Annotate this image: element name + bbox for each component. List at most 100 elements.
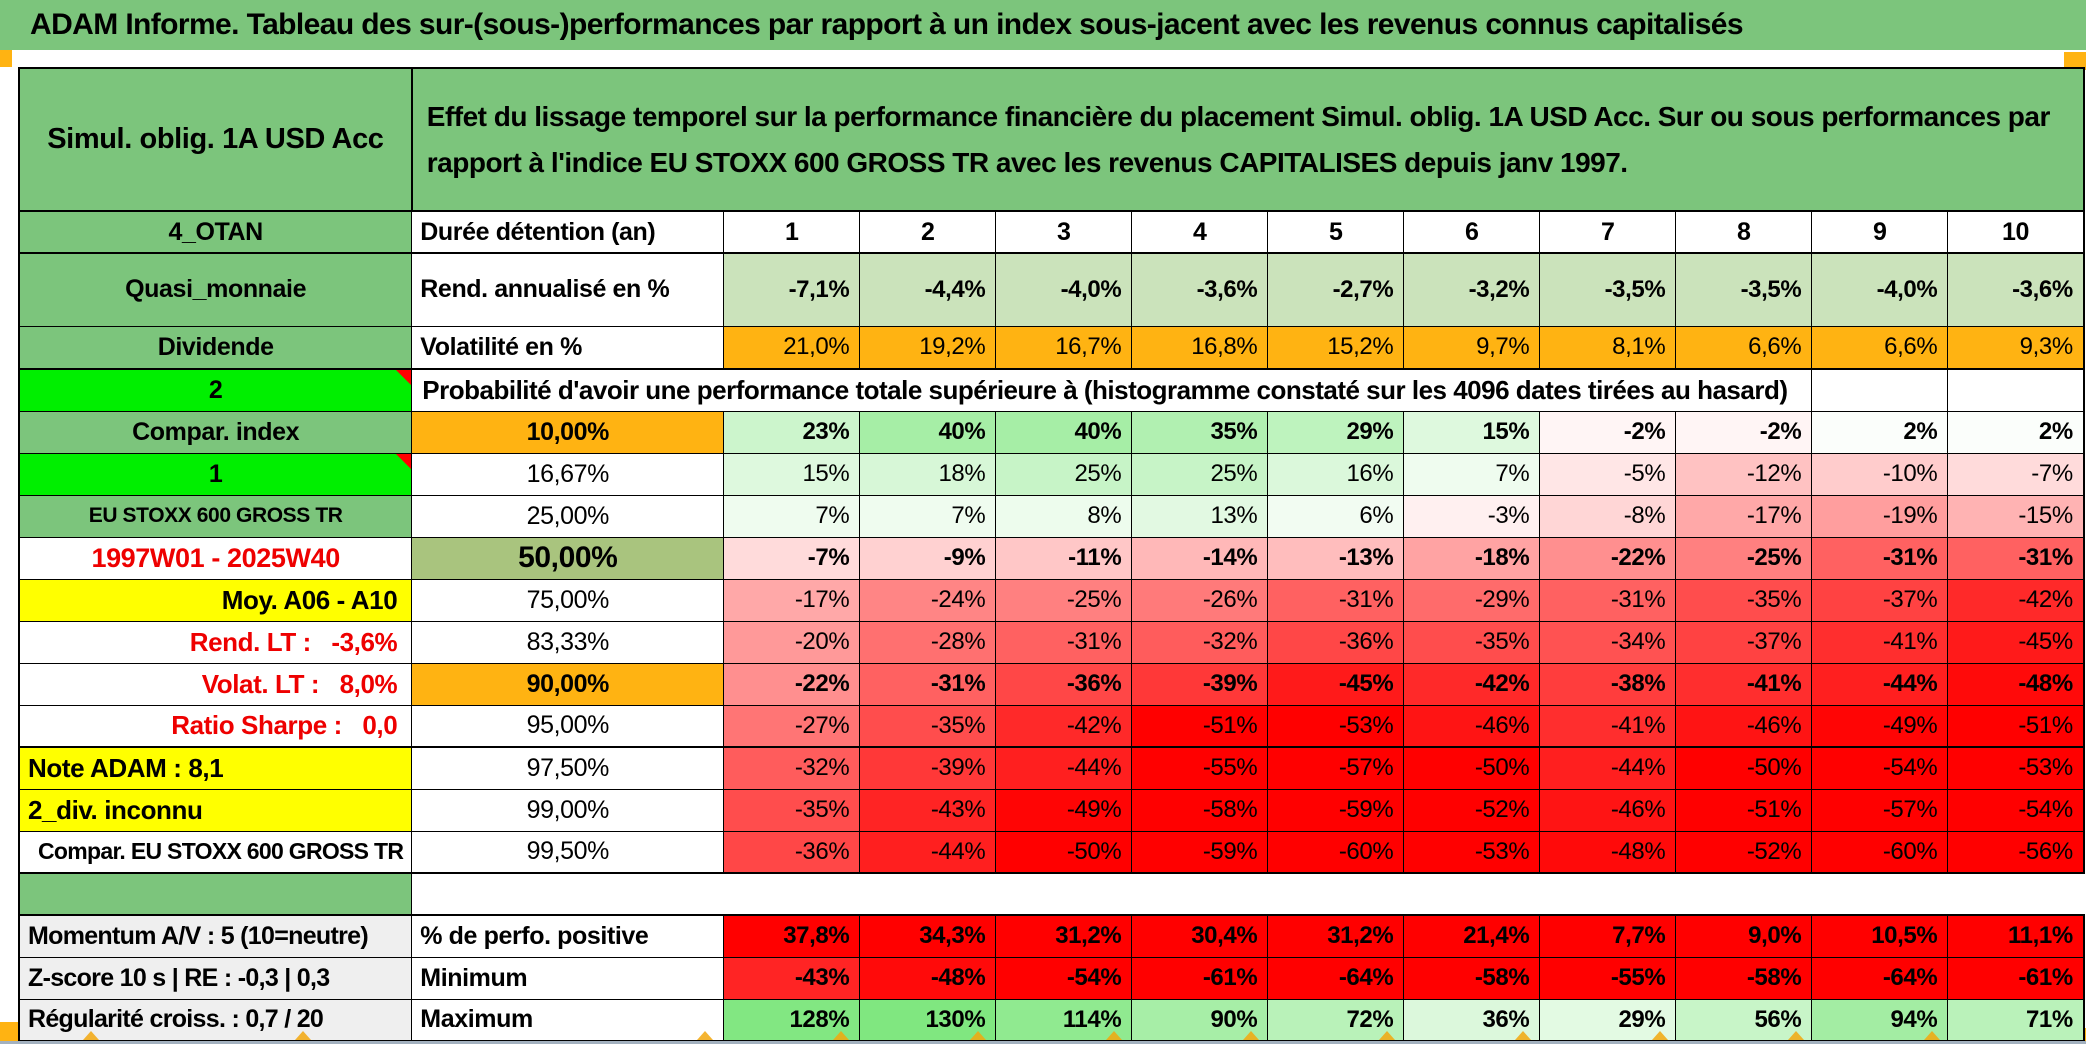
year-column-header[interactable]: 3 (995, 210, 1133, 254)
description-cell[interactable]: Effet du lissage temporel sur la perform… (410, 67, 2085, 212)
probability-caption-cell[interactable]: Probabilité d'avoir une performance tota… (411, 368, 1813, 412)
data-cell[interactable]: -11% (995, 536, 1133, 580)
data-cell[interactable]: -55% (1131, 746, 1269, 790)
data-cell[interactable]: -8% (1539, 494, 1677, 538)
row-label-cell[interactable]: Compar. EU STOXX 600 GROSS TR (18, 830, 413, 874)
data-cell[interactable]: -20% (723, 620, 861, 664)
data-cell[interactable]: 114% (995, 998, 1133, 1042)
data-cell[interactable]: -60% (1811, 830, 1949, 874)
data-cell[interactable]: 40% (859, 410, 997, 454)
row-label-cell[interactable]: Rend. LT : -3,6% (18, 620, 413, 664)
data-cell[interactable]: -54% (1811, 746, 1949, 790)
data-cell[interactable]: -64% (1811, 956, 1949, 1000)
empty-cell[interactable] (1947, 368, 2085, 412)
row-label-cell[interactable]: Volat. LT : 8,0% (18, 662, 413, 706)
data-cell[interactable]: -39% (859, 746, 997, 790)
row-metric-cell[interactable]: % de perfo. positive (411, 914, 725, 958)
data-cell[interactable]: -3,5% (1675, 252, 1813, 327)
data-cell[interactable]: 34,3% (859, 914, 997, 958)
data-cell[interactable]: -37% (1811, 578, 1949, 622)
data-cell[interactable]: -39% (1131, 662, 1269, 706)
data-cell[interactable]: -46% (1539, 788, 1677, 832)
data-cell[interactable]: -48% (1947, 662, 2085, 706)
data-cell[interactable]: 56% (1675, 998, 1813, 1042)
data-cell[interactable]: -48% (1539, 830, 1677, 874)
data-cell[interactable]: -12% (1675, 452, 1813, 496)
data-cell[interactable]: -2% (1539, 410, 1677, 454)
data-cell[interactable]: -2% (1675, 410, 1813, 454)
data-cell[interactable]: -51% (1131, 704, 1269, 748)
data-cell[interactable]: 2% (1947, 410, 2085, 454)
row-metric-cell[interactable]: 97,50% (411, 746, 725, 790)
row-metric-cell[interactable]: Maximum (411, 998, 725, 1042)
data-cell[interactable]: -3,5% (1539, 252, 1677, 327)
data-cell[interactable]: -53% (1403, 830, 1541, 874)
row-label-cell[interactable]: EU STOXX 600 GROSS TR (18, 494, 413, 538)
data-cell[interactable]: -19% (1811, 494, 1949, 538)
data-cell[interactable]: -42% (995, 704, 1133, 748)
data-cell[interactable]: -57% (1267, 746, 1405, 790)
data-cell[interactable]: -7% (723, 536, 861, 580)
data-cell[interactable]: 7,7% (1539, 914, 1677, 958)
row-label-cell[interactable]: Compar. index (18, 410, 413, 454)
data-cell[interactable]: -26% (1131, 578, 1269, 622)
data-cell[interactable]: -51% (1675, 788, 1813, 832)
row-label-cell[interactable]: Régularité croiss. : 0,7 / 20 (18, 998, 413, 1042)
data-cell[interactable]: -36% (1267, 620, 1405, 664)
data-cell[interactable]: 31,2% (995, 914, 1133, 958)
row-label-cell[interactable]: 4_OTAN (18, 210, 413, 254)
year-column-header[interactable]: 2 (859, 210, 997, 254)
row-metric-cell[interactable]: 50,00% (411, 536, 725, 580)
data-cell[interactable]: 19,2% (859, 325, 997, 370)
data-cell[interactable]: 6% (1267, 494, 1405, 538)
data-cell[interactable]: -50% (995, 830, 1133, 874)
data-cell[interactable]: 25% (1131, 452, 1269, 496)
data-cell[interactable]: -42% (1403, 662, 1541, 706)
data-cell[interactable]: -31% (859, 662, 997, 706)
data-cell[interactable]: -54% (995, 956, 1133, 1000)
row-label-cell[interactable]: Ratio Sharpe : 0,0 (18, 704, 413, 748)
data-cell[interactable]: -43% (723, 956, 861, 1000)
data-cell[interactable]: 15,2% (1267, 325, 1405, 370)
data-cell[interactable]: -44% (859, 830, 997, 874)
data-cell[interactable]: -44% (1539, 746, 1677, 790)
data-cell[interactable]: -4,0% (1811, 252, 1949, 327)
data-cell[interactable]: -55% (1539, 956, 1677, 1000)
row-label-cell[interactable]: Dividende (18, 325, 413, 370)
data-cell[interactable]: -58% (1675, 956, 1813, 1000)
data-cell[interactable]: -41% (1539, 704, 1677, 748)
row-label-cell[interactable]: Momentum A/V : 5 (10=neutre) (18, 914, 413, 958)
data-cell[interactable]: 6,6% (1675, 325, 1813, 370)
row-metric-cell[interactable]: 99,00% (411, 788, 725, 832)
data-cell[interactable]: -58% (1131, 788, 1269, 832)
data-cell[interactable]: 29% (1267, 410, 1405, 454)
data-cell[interactable]: -56% (1947, 830, 2085, 874)
data-cell[interactable]: -27% (723, 704, 861, 748)
data-cell[interactable]: -49% (995, 788, 1133, 832)
data-cell[interactable]: 9,0% (1675, 914, 1813, 958)
row-label-cell[interactable]: Moy. A06 - A10 (18, 578, 413, 622)
row-metric-cell[interactable]: 95,00% (411, 704, 725, 748)
row-metric-cell[interactable]: Volatilité en % (411, 325, 725, 370)
data-cell[interactable]: -42% (1947, 578, 2085, 622)
data-cell[interactable]: 8,1% (1539, 325, 1677, 370)
data-cell[interactable]: -53% (1267, 704, 1405, 748)
data-cell[interactable]: -34% (1539, 620, 1677, 664)
row-metric-cell[interactable]: 75,00% (411, 578, 725, 622)
data-cell[interactable]: -25% (995, 578, 1133, 622)
data-cell[interactable]: -7% (1947, 452, 2085, 496)
data-cell[interactable]: 16% (1267, 452, 1405, 496)
data-cell[interactable]: -4,0% (995, 252, 1133, 327)
data-cell[interactable]: 15% (723, 452, 861, 496)
data-cell[interactable]: 11,1% (1947, 914, 2085, 958)
data-cell[interactable]: -35% (859, 704, 997, 748)
row-label-cell[interactable]: Quasi_monnaie (18, 252, 413, 327)
data-cell[interactable]: -52% (1675, 830, 1813, 874)
data-cell[interactable]: -22% (723, 662, 861, 706)
row-metric-cell[interactable]: 10,00% (411, 410, 725, 454)
data-cell[interactable]: 31,2% (1267, 914, 1405, 958)
data-cell[interactable]: -31% (1539, 578, 1677, 622)
data-cell[interactable]: -3,6% (1947, 252, 2085, 327)
row-label-cell[interactable]: Note ADAM : 8,1 (18, 746, 413, 790)
year-column-header[interactable]: 10 (1947, 210, 2085, 254)
